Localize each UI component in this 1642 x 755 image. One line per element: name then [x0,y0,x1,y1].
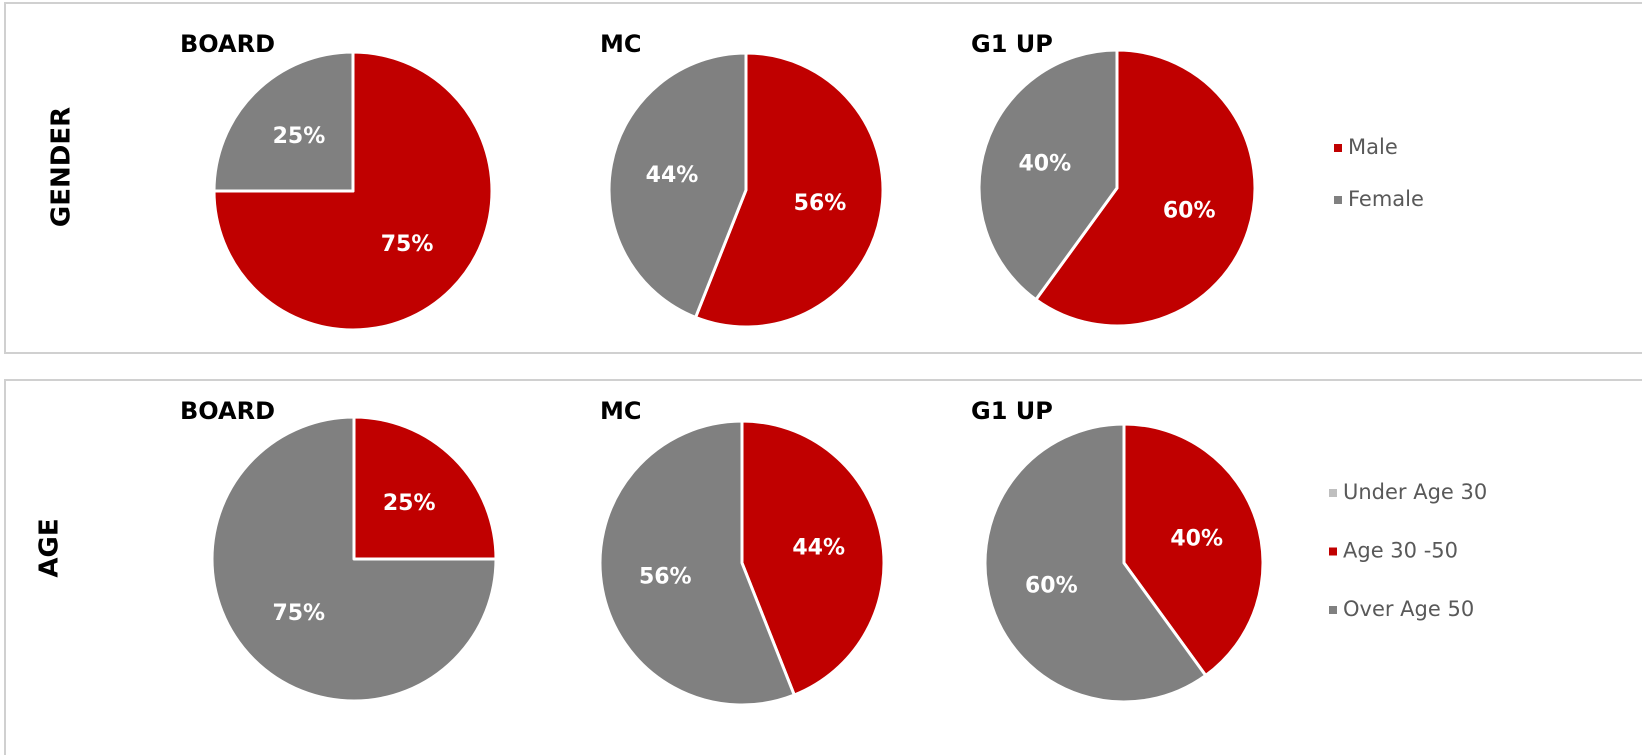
data-label: 40% [1170,526,1223,551]
row-label: AGE [35,518,65,577]
panel [4,379,1642,755]
pie-slice [694,51,885,329]
legend-label: Male [1348,135,1398,159]
data-label: 40% [1018,152,1071,177]
pie-slice [607,51,748,319]
legend-swatch [1334,196,1342,204]
pie-slice [983,422,1208,704]
pie-slice [977,48,1119,302]
legend-swatch [1329,489,1337,497]
legend-swatch [1329,547,1337,556]
legend-label: Age 30 -50 [1343,539,1458,563]
data-label: 44% [646,163,699,188]
data-label: 44% [792,535,845,560]
legend-label: Female [1348,187,1424,211]
pie-slice [1122,422,1265,677]
row-label: GENDER [47,107,77,227]
pie-slice [210,415,498,703]
panel [4,2,1642,354]
chart-title: G1 UP [971,397,1053,425]
data-label: 75% [381,232,434,257]
chart-title: G1 UP [971,30,1053,58]
pie-slice [352,415,498,561]
data-label: 56% [639,565,692,590]
pie-slice [212,50,494,332]
legend-swatch [1329,606,1337,614]
legend-swatch [1334,144,1342,152]
legend-label: Under Age 30 [1343,480,1487,504]
chart-title: MC [600,30,642,58]
data-label: 75% [272,601,325,626]
data-label: 25% [273,124,326,149]
pie-slice [1034,48,1257,328]
chart-title: MC [600,397,642,425]
data-label: 60% [1025,574,1078,599]
pie-slice [740,419,886,697]
data-label: 25% [383,491,436,516]
data-label: 60% [1163,198,1216,223]
chart-title: BOARD [180,30,275,58]
pie-slice [212,50,355,193]
pie-slice [598,419,796,707]
chart-title: BOARD [180,397,275,425]
legend-label: Over Age 50 [1343,597,1474,621]
data-label: 56% [794,191,847,216]
